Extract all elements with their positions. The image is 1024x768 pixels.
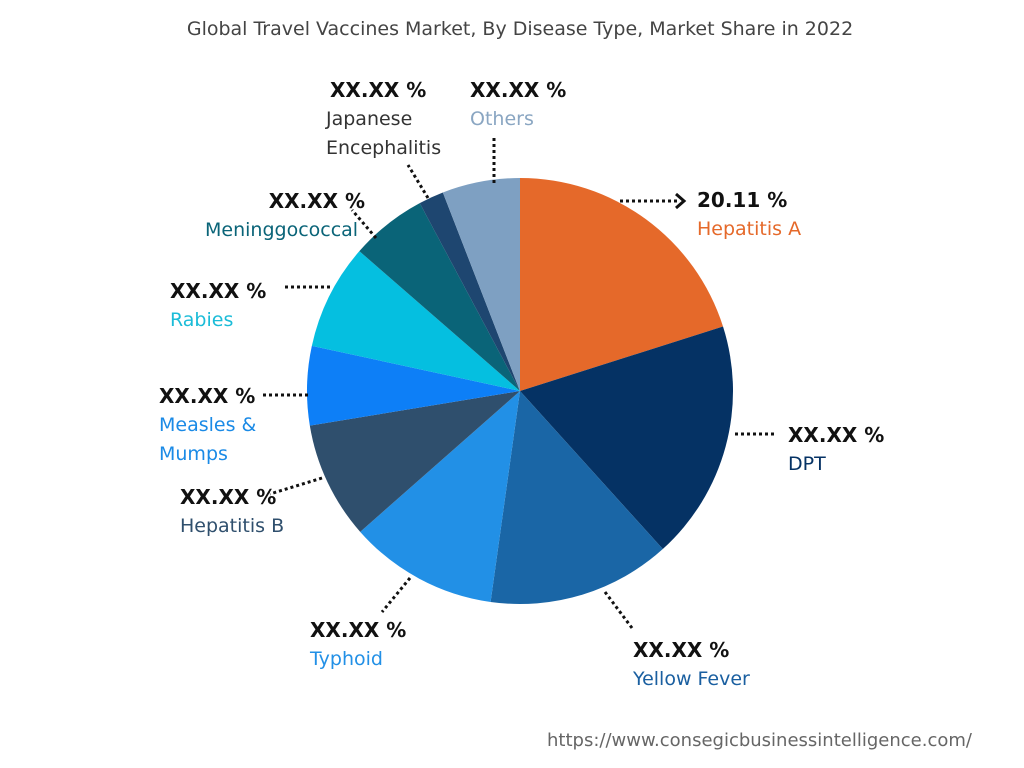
category-label: DPT <box>788 453 826 475</box>
value-label: XX.XX % <box>268 189 365 213</box>
category-label: Hepatitis B <box>180 515 285 537</box>
value-label: 20.11 % <box>697 188 788 212</box>
value-label: XX.XX % <box>470 78 567 102</box>
pie-slice <box>309 391 520 532</box>
value-label: XX.XX % <box>330 78 427 102</box>
chart-title: Global Travel Vaccines Market, By Diseas… <box>186 18 854 40</box>
leader-line <box>380 577 412 613</box>
leader-line <box>406 164 430 199</box>
value-label: XX.XX % <box>180 485 277 509</box>
slice-label: XX.XX % Typhoid <box>310 616 510 674</box>
pie-slice <box>359 203 520 391</box>
slice-label: XX.XX % Yellow Fever <box>633 636 833 694</box>
slice-label: XX.XX % Japanese Encephalitis <box>326 76 451 163</box>
slice-label: 20.11 % Hepatitis A <box>697 186 897 244</box>
leader-line <box>350 209 378 239</box>
slice-label: XX.XX % Measles & Mumps <box>159 382 259 469</box>
category-label: Hepatitis A <box>697 218 802 240</box>
source-url: https://www.consegicbusinessintelligence… <box>547 730 972 751</box>
value-label: XX.XX % <box>633 638 730 662</box>
category-label: Japanese Encephalitis <box>326 108 442 159</box>
category-label: Measles & Mumps <box>159 414 257 465</box>
slice-label: XX.XX % Hepatitis B <box>180 483 380 541</box>
value-label: XX.XX % <box>159 384 256 408</box>
category-label: Others <box>470 108 534 130</box>
pie-slice <box>311 251 520 391</box>
pie-slice <box>360 391 520 602</box>
arrow-head <box>675 192 687 210</box>
pie-slice <box>520 326 733 550</box>
value-label: XX.XX % <box>788 423 885 447</box>
slice-label: XX.XX % Others <box>470 76 670 134</box>
value-label: XX.XX % <box>170 279 267 303</box>
category-label: Rabies <box>170 309 234 331</box>
category-label: Yellow Fever <box>633 668 750 690</box>
value-label: XX.XX % <box>310 618 407 642</box>
pie-slice <box>490 391 663 604</box>
slice-label: XX.XX % Rabies <box>170 277 370 335</box>
leader-line <box>603 591 634 629</box>
pie-slice <box>442 178 520 391</box>
category-label: Meninggococcal <box>205 219 359 241</box>
category-label: Typhoid <box>310 648 383 670</box>
pie-slice <box>520 178 724 391</box>
slice-label: XX.XX % Meninggococcal <box>205 187 365 245</box>
slice-label: XX.XX % DPT <box>788 421 988 479</box>
pie-slice <box>419 192 520 391</box>
pie-slice <box>307 345 520 426</box>
